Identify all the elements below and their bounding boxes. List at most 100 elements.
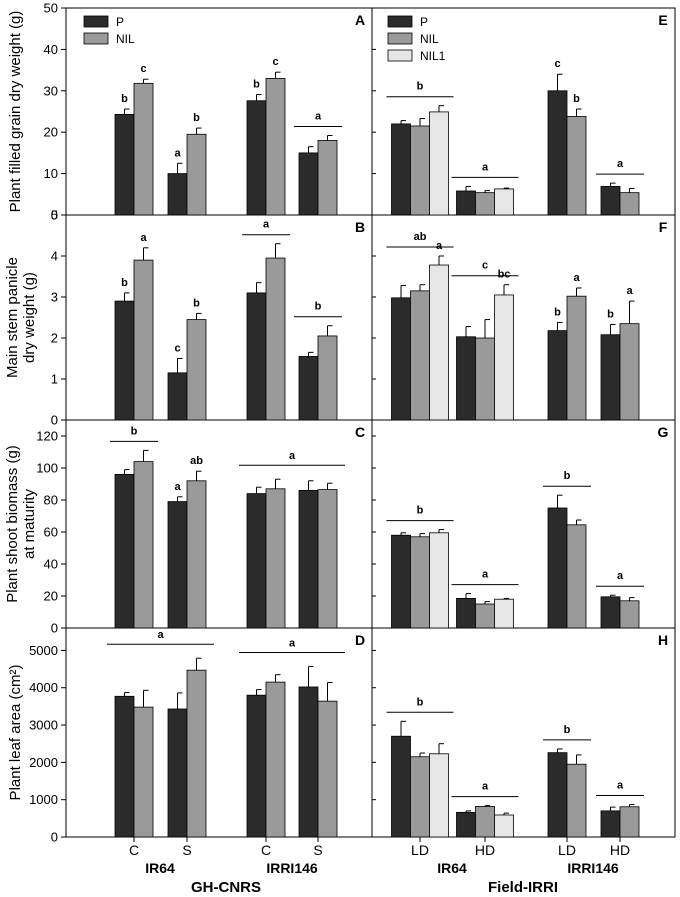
bar-nil bbox=[410, 125, 430, 216]
bar-nil bbox=[566, 524, 587, 629]
panel-A: A 0 10 20 30 40 50 Plant filled grain dry weigh… bbox=[7, 1, 365, 223]
y-axis-title: Main stem panicledry weight (g) bbox=[4, 257, 38, 378]
legend-left: P NIL bbox=[83, 15, 135, 46]
bar-nil bbox=[475, 192, 495, 216]
y-tick-label: 80 bbox=[44, 493, 58, 508]
bar-p bbox=[547, 507, 568, 629]
y-tick-label: 3 bbox=[51, 290, 58, 305]
bar-nil bbox=[133, 82, 154, 216]
panel-H: Hb a b a bbox=[372, 632, 668, 838]
legend-label: P bbox=[420, 15, 428, 29]
significance-label: a bbox=[315, 111, 322, 123]
significance-label: b bbox=[607, 308, 614, 320]
y-axis-title-line: Main stem panicle bbox=[4, 257, 21, 378]
bar-p bbox=[114, 113, 135, 216]
bar-nil bbox=[619, 323, 640, 421]
bar-p bbox=[246, 100, 267, 216]
x-category-label: LD bbox=[411, 842, 429, 858]
bar-nil1 bbox=[429, 111, 449, 216]
bar-p bbox=[114, 473, 135, 629]
y-tick-label: 0 bbox=[51, 208, 58, 223]
x-category-label: HD bbox=[610, 842, 630, 858]
significance-label: a bbox=[174, 147, 181, 159]
significance-label: b bbox=[573, 93, 580, 105]
significance-label: a bbox=[617, 158, 624, 170]
bar-nil bbox=[475, 805, 495, 838]
bar-nil1 bbox=[429, 532, 449, 629]
y-tick-label: 2000 bbox=[29, 755, 58, 770]
y-tick-label: 50 bbox=[44, 1, 58, 16]
bar-p bbox=[298, 152, 319, 216]
significance-label: b bbox=[131, 425, 138, 437]
y-tick-label: 4 bbox=[51, 249, 58, 264]
bar-nil bbox=[410, 290, 430, 421]
legend-label: P bbox=[116, 15, 124, 29]
significance-label: a bbox=[289, 637, 296, 649]
legend-swatch bbox=[83, 32, 109, 45]
y-tick-label: 0 bbox=[51, 413, 58, 428]
bar-p bbox=[600, 810, 621, 838]
bar-nil bbox=[133, 259, 154, 421]
panel-G: Gb a b a bbox=[372, 424, 669, 629]
y-axis-title-line: at maturity bbox=[21, 488, 38, 559]
bar-p bbox=[298, 489, 319, 629]
y-axis-title-line: dry weight (g) bbox=[21, 272, 38, 363]
significance-label: ab bbox=[190, 455, 203, 467]
x-category-label: C bbox=[261, 842, 271, 858]
panel-letter: D bbox=[355, 632, 365, 648]
panel-letter: F bbox=[659, 219, 668, 235]
bar-nil bbox=[186, 319, 207, 421]
bar-nil bbox=[566, 763, 587, 838]
significance-label: c bbox=[140, 63, 146, 75]
bar-nil bbox=[475, 603, 495, 629]
panel-letter: C bbox=[355, 424, 365, 440]
bar-p bbox=[391, 123, 411, 216]
bar-nil bbox=[133, 706, 154, 838]
legend-swatch bbox=[387, 15, 413, 28]
y-tick-label: 1000 bbox=[29, 792, 58, 807]
legend-swatch bbox=[387, 32, 413, 45]
genotype-label: IRRI146 bbox=[567, 860, 619, 876]
bar-nil bbox=[317, 140, 338, 216]
bar-p bbox=[114, 695, 135, 838]
significance-label: a bbox=[157, 629, 164, 641]
bar-nil bbox=[186, 669, 207, 838]
bar-nil bbox=[619, 600, 640, 629]
significance-label: b bbox=[121, 277, 128, 289]
significance-label: a bbox=[263, 219, 270, 231]
environment-label: GH-CNRS bbox=[191, 879, 261, 896]
bar-p bbox=[167, 708, 188, 838]
panel-letter: A bbox=[355, 12, 365, 28]
significance-label: b bbox=[193, 112, 200, 124]
panel-E: Eb a c b a bbox=[372, 7, 668, 216]
bar-nil bbox=[265, 257, 286, 421]
significance-label: b bbox=[554, 306, 561, 318]
significance-label: b bbox=[417, 505, 424, 517]
bar-nil bbox=[265, 681, 286, 838]
bar-nil bbox=[317, 489, 338, 629]
bar-p bbox=[547, 752, 568, 838]
bar-p bbox=[167, 173, 188, 216]
significance-label: a bbox=[174, 481, 181, 493]
significance-label: a bbox=[573, 272, 580, 284]
significance-label: b bbox=[564, 724, 571, 736]
y-tick-label: 60 bbox=[44, 525, 58, 540]
bar-nil bbox=[133, 461, 154, 629]
significance-label: a bbox=[617, 570, 624, 582]
significance-label: b bbox=[417, 81, 424, 93]
y-axis-title-line: Plant shoot biomass (g) bbox=[4, 445, 21, 603]
bar-p bbox=[456, 336, 476, 421]
x-category-label: S bbox=[182, 842, 191, 858]
significance-label: ab bbox=[414, 231, 427, 243]
bar-p bbox=[167, 501, 188, 629]
significance-label: a bbox=[617, 780, 624, 792]
y-tick-label: 30 bbox=[44, 83, 58, 98]
bar-nil bbox=[619, 192, 640, 216]
panel-letter: E bbox=[658, 12, 667, 28]
significance-label: a bbox=[482, 569, 489, 581]
bar-nil1 bbox=[494, 814, 514, 838]
bar-nil1 bbox=[494, 188, 514, 216]
y-tick-label: 20 bbox=[44, 589, 58, 604]
y-tick-label: 4000 bbox=[29, 680, 58, 695]
bar-nil bbox=[619, 806, 640, 838]
